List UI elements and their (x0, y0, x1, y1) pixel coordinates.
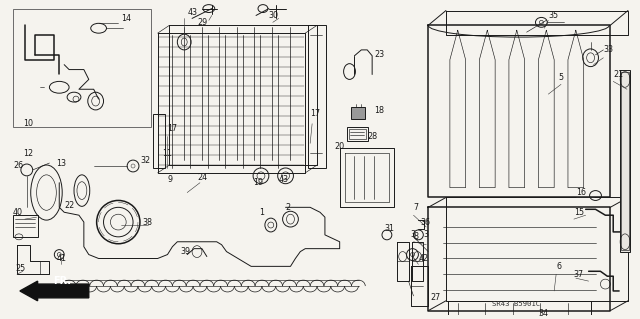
Bar (13, 215, 38, 237)
Text: 18: 18 (374, 107, 384, 115)
Text: 3: 3 (423, 230, 428, 239)
Text: 2: 2 (285, 203, 291, 212)
Bar (351, 107, 365, 119)
Text: FR.: FR. (53, 276, 71, 286)
Text: 10: 10 (23, 119, 33, 128)
Text: 38: 38 (143, 218, 153, 226)
Text: 9: 9 (168, 175, 173, 184)
Text: 34: 34 (538, 309, 548, 318)
Text: 42: 42 (419, 254, 429, 263)
Text: 16: 16 (576, 188, 586, 197)
Text: 7: 7 (413, 203, 419, 212)
Text: 25: 25 (15, 264, 25, 273)
Text: 39: 39 (180, 247, 191, 256)
Text: 19: 19 (253, 178, 263, 187)
Text: 29: 29 (197, 18, 207, 27)
Text: 26: 26 (13, 161, 23, 170)
Text: 20: 20 (335, 142, 345, 151)
Text: 37: 37 (574, 270, 584, 279)
Text: 14: 14 (121, 14, 131, 23)
Text: 41: 41 (56, 254, 67, 263)
Text: 43: 43 (278, 175, 289, 184)
Text: SR43 B5901C: SR43 B5901C (492, 301, 540, 307)
FancyArrow shape (20, 281, 89, 301)
Text: 40: 40 (13, 208, 23, 217)
Text: 31: 31 (384, 225, 394, 234)
Text: 8: 8 (413, 232, 419, 241)
Text: 24: 24 (197, 173, 207, 182)
Text: 35: 35 (548, 11, 559, 20)
Text: 1: 1 (259, 208, 264, 217)
Bar (13, 9, 151, 127)
Text: 43: 43 (187, 8, 197, 17)
Text: 17: 17 (310, 109, 320, 118)
Text: 28: 28 (367, 132, 378, 141)
Text: 23: 23 (374, 50, 384, 59)
Text: 30: 30 (269, 11, 279, 20)
Bar (620, 70, 630, 252)
Bar (621, 71, 629, 250)
Text: 22: 22 (64, 201, 74, 210)
Text: 5: 5 (558, 73, 563, 82)
Text: 13: 13 (56, 159, 67, 167)
Bar (308, 25, 326, 168)
Text: 12: 12 (23, 149, 33, 158)
Bar (347, 127, 368, 141)
Text: 32: 32 (141, 156, 151, 165)
Bar (349, 129, 366, 139)
Text: 11: 11 (163, 149, 173, 158)
Text: 6: 6 (556, 262, 561, 271)
Text: 27: 27 (430, 293, 440, 302)
Text: 3: 3 (410, 230, 415, 239)
Text: 15: 15 (574, 208, 584, 217)
Text: 21: 21 (613, 70, 623, 79)
Text: 33: 33 (604, 45, 613, 55)
Bar (153, 114, 164, 168)
Text: 36: 36 (420, 218, 430, 226)
Text: 17: 17 (168, 124, 178, 133)
